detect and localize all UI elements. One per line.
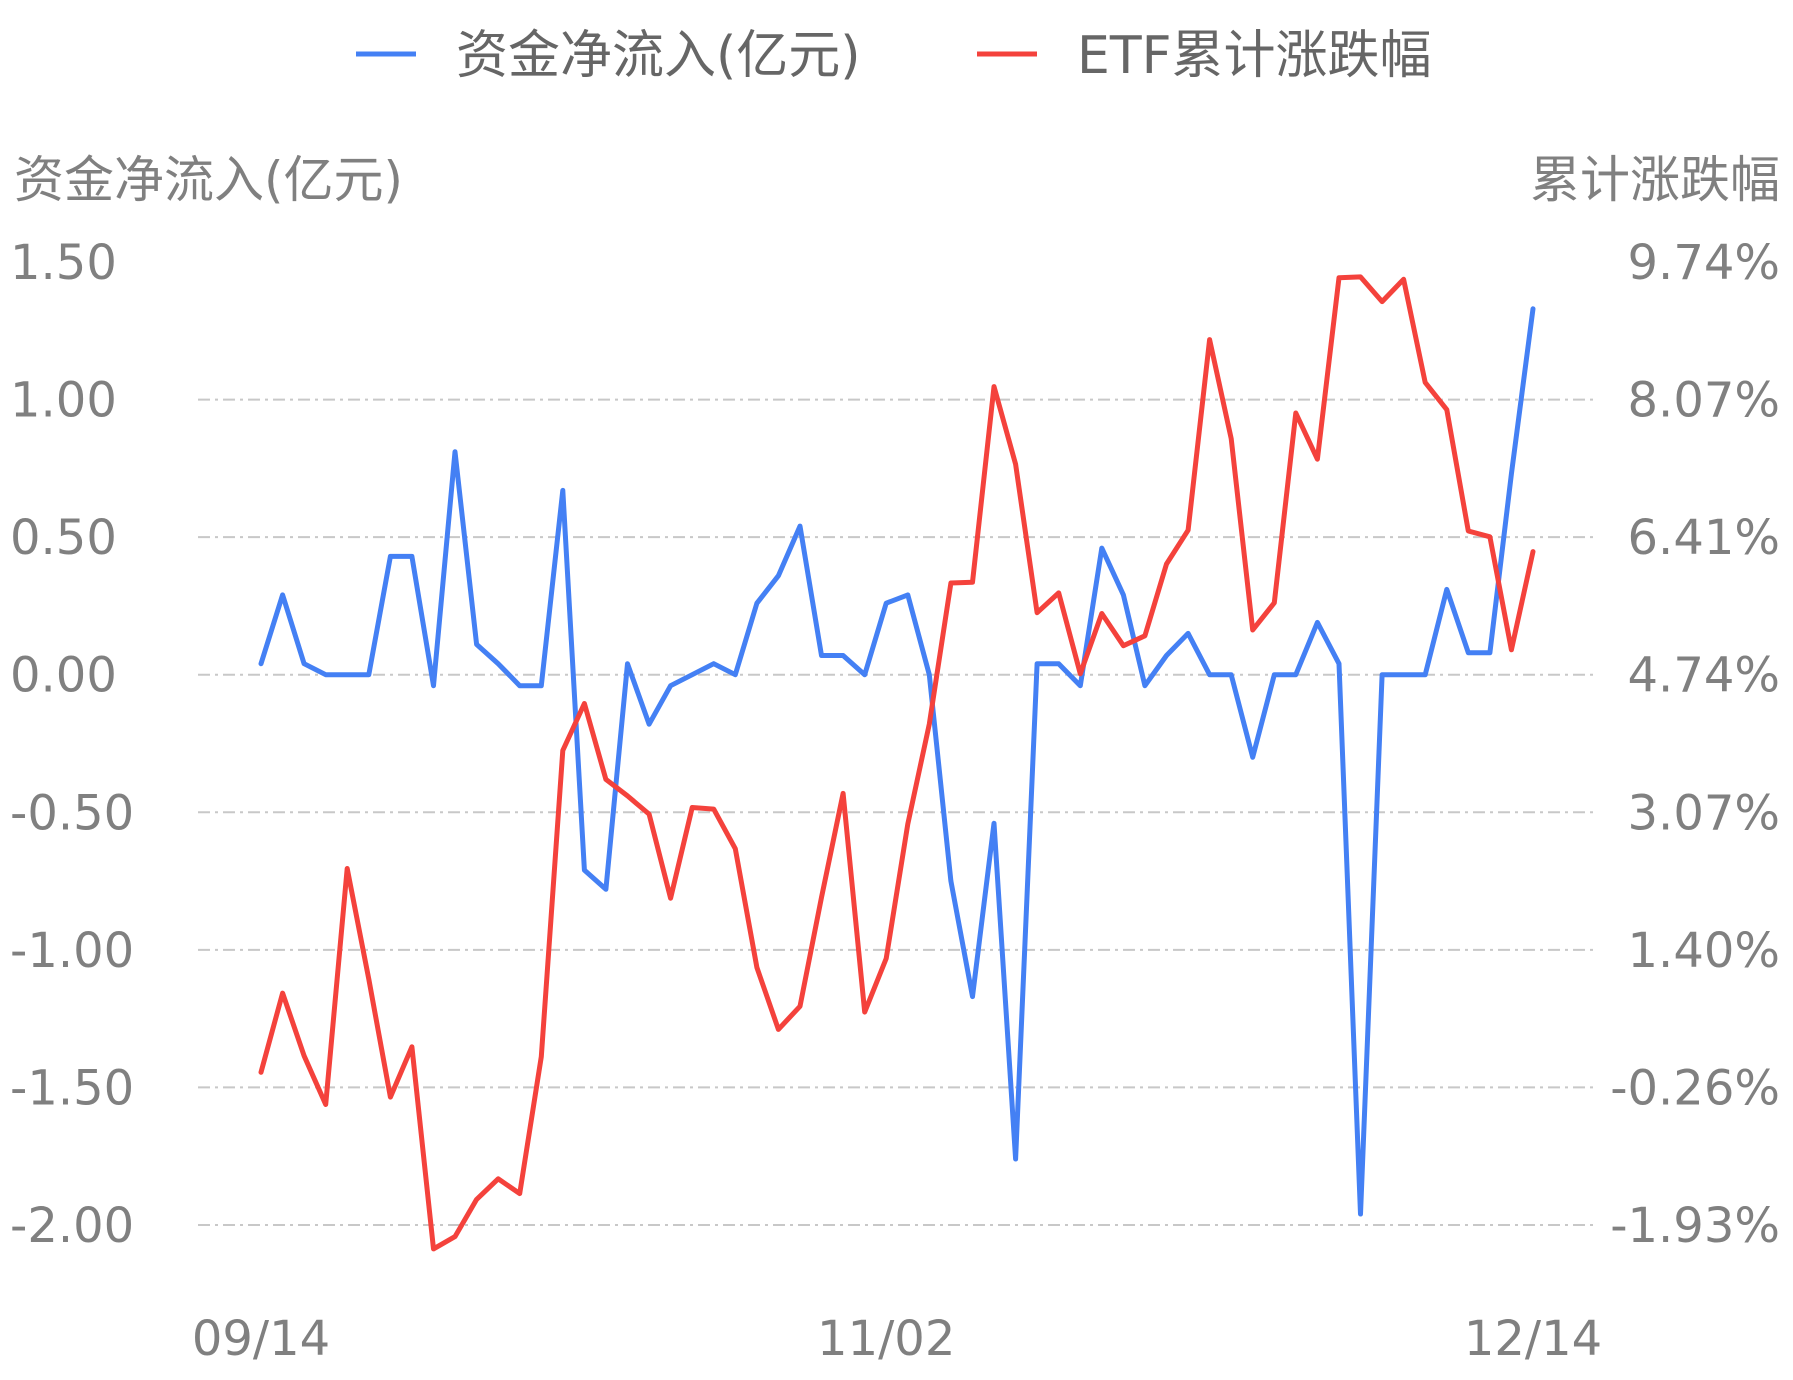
y-left-tick-label: 0.00 bbox=[10, 648, 117, 704]
series-line-inflow bbox=[258, 306, 1536, 1217]
series-lines bbox=[258, 274, 1536, 1252]
y-right-tick-labels: 9.74% 8.07% 6.41% 4.74% 3.07% 1.40% -0.26% -1.9… bbox=[1610, 235, 1780, 1254]
y-left-axis-title: 资金净流入(亿元) bbox=[14, 151, 403, 209]
y-left-tick-label: -2.00 bbox=[10, 1198, 134, 1254]
y-left-tick-label: -1.00 bbox=[10, 923, 134, 979]
x-tick-labels: 09/14 11/02 12/14 bbox=[192, 1311, 1602, 1367]
x-tick-label: 11/02 bbox=[817, 1311, 955, 1367]
y-left-tick-label: -1.50 bbox=[10, 1060, 134, 1116]
y-right-tick-label: 3.07% bbox=[1628, 785, 1780, 841]
gridlines bbox=[198, 398, 1598, 1226]
x-tick-label: 12/14 bbox=[1464, 1311, 1602, 1367]
y-right-tick-label: 1.40% bbox=[1628, 923, 1780, 979]
y-left-tick-label: 1.50 bbox=[10, 235, 117, 291]
y-left-tick-label: 0.50 bbox=[10, 510, 117, 566]
series-line-etf-return bbox=[258, 274, 1536, 1252]
legend-label-inflow: 资金净流入(亿元) bbox=[456, 26, 861, 86]
y-left-tick-label: -0.50 bbox=[10, 785, 134, 841]
legend-label-etf-return: ETF累计涨跌幅 bbox=[1077, 26, 1432, 86]
legend: 资金净流入(亿元) ETF累计涨跌幅 bbox=[356, 26, 1432, 86]
y-left-tick-label: 1.00 bbox=[10, 373, 117, 429]
y-right-tick-label: 8.07% bbox=[1628, 373, 1780, 429]
y-right-axis-title: 累计涨跌幅 bbox=[1530, 151, 1780, 209]
y-right-tick-label: 9.74% bbox=[1628, 235, 1780, 291]
x-tick-label: 09/14 bbox=[192, 1311, 330, 1367]
y-left-tick-labels: 1.50 1.00 0.50 0.00 -0.50 -1.00 -1.50 -2.00 bbox=[10, 235, 134, 1254]
y-right-tick-label: -0.26% bbox=[1610, 1060, 1780, 1116]
y-right-tick-label: 4.74% bbox=[1628, 648, 1780, 704]
y-right-tick-label: 6.41% bbox=[1628, 510, 1780, 566]
y-right-tick-label: -1.93% bbox=[1610, 1198, 1780, 1254]
